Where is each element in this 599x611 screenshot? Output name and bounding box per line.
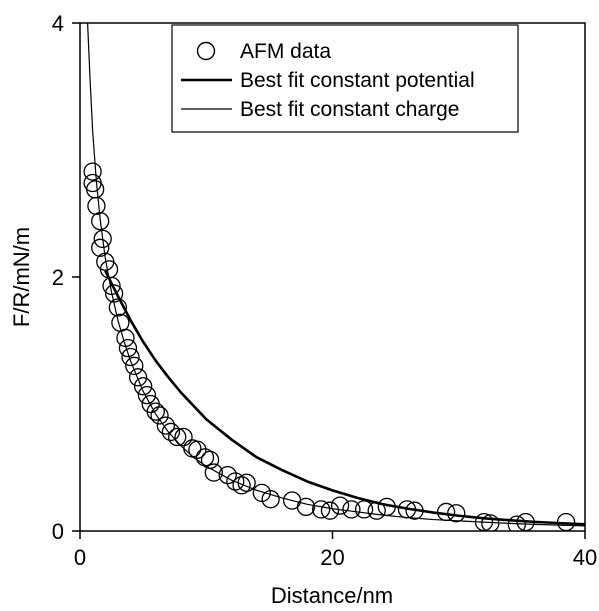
data-point: [507, 515, 526, 531]
data-point: [91, 238, 110, 257]
data-point: [161, 422, 181, 442]
data-point: [116, 328, 135, 348]
y-tick-label: 2: [52, 265, 64, 290]
tick-layer: 0 20 40 0 2 4: [52, 11, 597, 570]
data-point: [188, 440, 207, 459]
x-tick-label: 20: [320, 545, 344, 570]
data-point: [447, 504, 466, 523]
y-tick-label: 4: [52, 11, 64, 36]
data-point: [397, 500, 417, 519]
x-tick-label: 40: [573, 545, 597, 570]
data-point: [146, 402, 165, 421]
data-point: [405, 501, 424, 520]
data-point: [481, 514, 500, 531]
legend-box: [171, 24, 519, 133]
data-point: [436, 502, 456, 522]
data-point: [204, 463, 223, 482]
x-tick-label: 0: [74, 545, 86, 570]
data-point: [330, 496, 350, 515]
data-point: [174, 427, 193, 447]
data-point: [108, 298, 128, 317]
data-point: [104, 284, 124, 303]
series-line-1: [104, 270, 585, 526]
data-point: [137, 385, 157, 405]
data-point: [377, 497, 396, 517]
y-tick-label: 0: [52, 519, 64, 544]
data-point: [102, 276, 121, 296]
data-point: [121, 347, 140, 367]
data-point: [354, 500, 374, 519]
data-point: [83, 162, 102, 181]
legend-marker-afm-data: [196, 41, 216, 61]
legend-label-constant-charge: Best fit constant charge: [240, 98, 459, 121]
legend-label-afm-data: AFM data: [240, 40, 331, 63]
data-point: [311, 500, 331, 519]
data-point: [91, 211, 110, 231]
data-point: [168, 427, 187, 447]
data-point: [232, 476, 251, 495]
data-point: [87, 196, 106, 216]
data-point: [296, 497, 316, 517]
data-point: [342, 500, 361, 519]
data-point: [125, 356, 144, 376]
data-point: [237, 473, 256, 492]
data-point: [86, 180, 105, 199]
data-point: [118, 338, 138, 358]
y-axis-label: F/R/mN/m: [9, 227, 34, 327]
data-point: [195, 448, 215, 467]
data-point: [200, 450, 220, 470]
data-point: [150, 406, 169, 425]
legend: AFM data Best fit constant potential Bes…: [171, 24, 519, 133]
legend-label-constant-potential: Best fit constant potential: [240, 69, 475, 92]
x-axis-label: Distance/nm: [271, 583, 393, 608]
data-point: [261, 490, 280, 509]
data-point: [367, 501, 386, 520]
data-point: [128, 368, 148, 387]
data-point: [320, 501, 340, 520]
data-point: [133, 377, 153, 396]
data-point: [156, 416, 176, 435]
data-point: [93, 229, 112, 249]
